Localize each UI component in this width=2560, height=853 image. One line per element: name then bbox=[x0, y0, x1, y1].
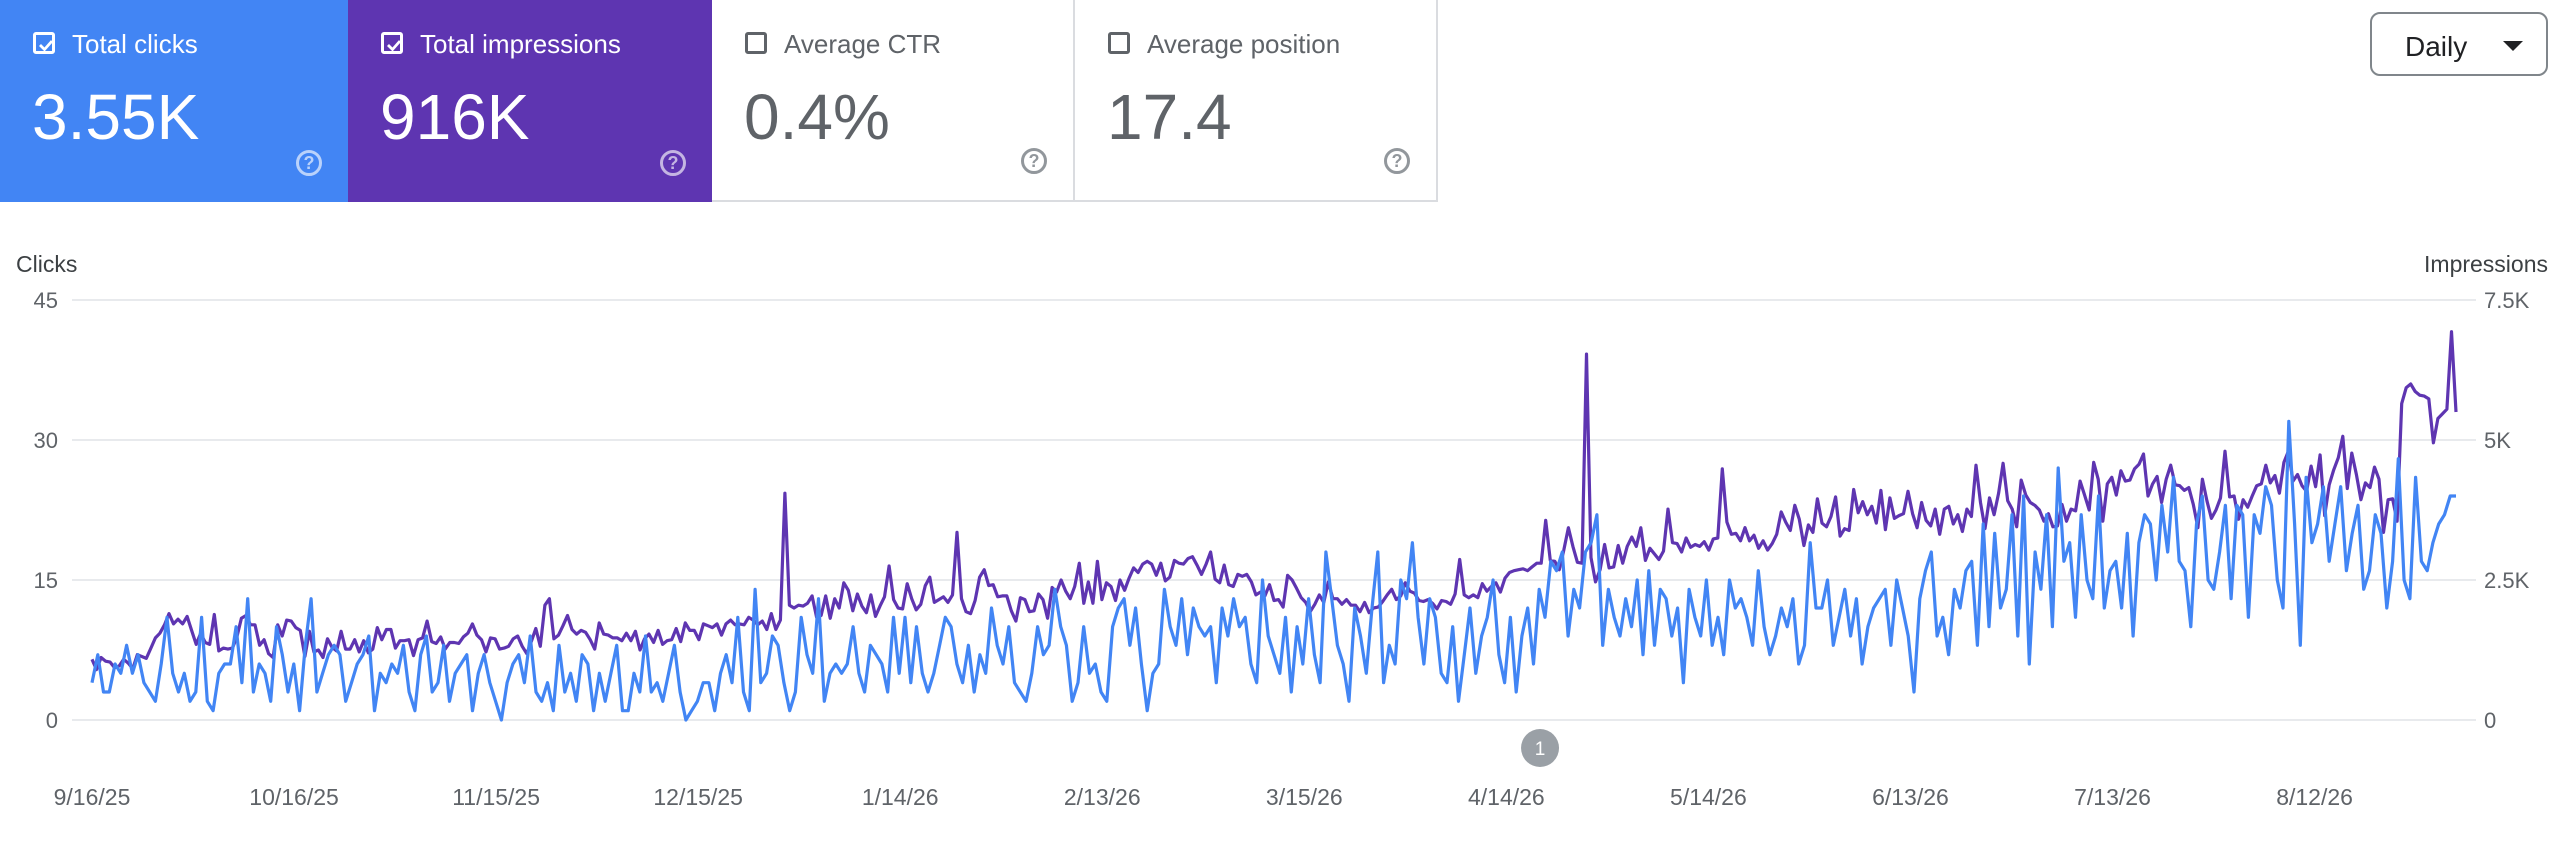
checkbox-unchecked-icon[interactable] bbox=[745, 32, 767, 54]
x-axis-tick-label: 3/15/26 bbox=[1266, 784, 1343, 810]
right-axis-tick-label: 7.5K bbox=[2484, 288, 2530, 313]
x-axis-tick-label: 12/15/25 bbox=[653, 784, 743, 810]
x-axis-tick-label: 7/13/26 bbox=[2074, 784, 2151, 810]
annotation-circle bbox=[1521, 729, 1560, 767]
x-axis-tick-label: 1/14/26 bbox=[862, 784, 939, 810]
metric-label: Total clicks bbox=[72, 29, 198, 59]
x-axis-tick-label: 8/12/26 bbox=[2276, 784, 2353, 810]
metric-value: 17.4 bbox=[1107, 81, 1232, 153]
metric-label: Average position bbox=[1147, 29, 1341, 59]
x-axis-tick-label: 2/13/26 bbox=[1064, 784, 1141, 810]
metric-card-average-ctr[interactable]: Average CTR 0.4% ? bbox=[712, 0, 1075, 202]
help-circle-icon[interactable]: ? bbox=[1021, 148, 1047, 174]
left-axis-title: Clicks bbox=[16, 251, 77, 277]
series-line-impressions bbox=[90, 330, 2458, 672]
chart-annotations: 1 bbox=[1521, 729, 1560, 767]
left-axis-tick-label: 45 bbox=[34, 288, 58, 313]
x-axis-tick-label: 9/16/25 bbox=[54, 784, 131, 810]
chart-series bbox=[90, 330, 2458, 722]
metric-card-average-position[interactable]: Average position 17.4 ? bbox=[1075, 0, 1438, 202]
help-circle-icon[interactable]: ? bbox=[660, 150, 686, 176]
metric-label: Total impressions bbox=[420, 29, 621, 59]
x-axis-tick-label: 4/14/26 bbox=[1468, 784, 1545, 810]
help-circle-icon[interactable]: ? bbox=[296, 150, 322, 176]
metric-value: 0.4% bbox=[744, 81, 890, 153]
right-axis-tick-label: 0 bbox=[2484, 708, 2496, 733]
chart-grid bbox=[72, 299, 2476, 721]
left-axis-tick-label: 30 bbox=[34, 428, 58, 453]
range-select-value: Daily bbox=[2405, 31, 2468, 62]
x-axis-ticks: 9/16/25 10/16/25 11/15/25 12/15/25 1/14/26 2/… bbox=[54, 784, 2353, 810]
metric-card-total-impressions[interactable]: Total impressions 916K ? bbox=[348, 0, 712, 202]
left-axis-tick-label: 0 bbox=[46, 708, 58, 733]
right-axis-title: Impressions bbox=[2424, 251, 2548, 277]
caret-down-icon bbox=[2503, 41, 2523, 51]
x-axis-tick-label: 10/16/25 bbox=[249, 784, 339, 810]
right-axis-tick-label: 2.5K bbox=[2484, 568, 2530, 593]
metric-value: 916K bbox=[380, 81, 530, 153]
right-axis-ticks: 0 2.5K 5K 7.5K bbox=[2484, 288, 2530, 733]
x-axis-tick-label: 11/15/25 bbox=[452, 784, 540, 810]
x-axis-tick-label: 5/14/26 bbox=[1670, 784, 1747, 810]
annotation-marker[interactable]: 1 bbox=[1521, 729, 1560, 767]
x-axis-tick-label: 6/13/26 bbox=[1872, 784, 1949, 810]
help-circle-icon[interactable]: ? bbox=[1384, 148, 1410, 174]
right-axis-tick-label: 5K bbox=[2484, 428, 2511, 453]
checkbox-checked-icon[interactable] bbox=[381, 32, 403, 54]
metric-value: 3.55K bbox=[32, 81, 200, 153]
range-select-dropdown[interactable]: Daily bbox=[2370, 12, 2548, 76]
series-line-clicks bbox=[90, 419, 2456, 722]
left-axis-ticks: 0 15 30 45 bbox=[34, 288, 58, 733]
left-axis-tick-label: 15 bbox=[34, 568, 58, 593]
performance-chart: Clicks Impressions 0 15 30 45 0 2.5K 5K 7.5K 9… bbox=[16, 251, 2548, 810]
metric-label: Average CTR bbox=[784, 29, 942, 59]
annotation-label: 1 bbox=[1535, 739, 1546, 760]
metric-cards: Total clicks 3.55K ? Total impressions 9… bbox=[0, 0, 1438, 202]
metric-card-total-clicks[interactable]: Total clicks 3.55K ? bbox=[0, 0, 348, 202]
checkbox-unchecked-icon[interactable] bbox=[1108, 32, 1130, 54]
checkbox-checked-icon[interactable] bbox=[33, 32, 55, 54]
